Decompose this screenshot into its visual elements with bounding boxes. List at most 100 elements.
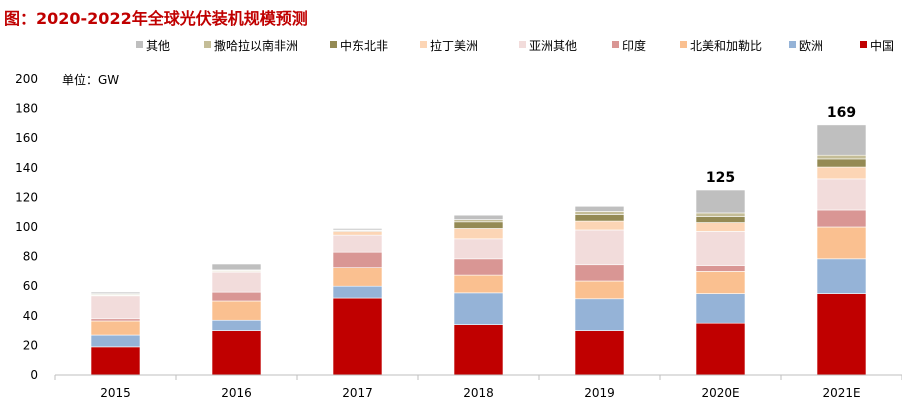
bar-segment: [816, 166, 867, 180]
bar-segment: [816, 178, 867, 211]
bar-segment: [695, 216, 746, 223]
bar-segment: [816, 293, 867, 376]
bar-segment: [211, 330, 262, 376]
bar-segment: [90, 346, 141, 376]
bar-segment: [453, 274, 504, 294]
x-tick-label: 2020E: [701, 386, 739, 400]
bar-segment: [695, 212, 746, 217]
legend-item: 其他: [136, 39, 170, 53]
legend-label: 欧洲: [799, 39, 823, 53]
bar-segment: [211, 291, 262, 302]
y-tick-label: 40: [23, 309, 38, 323]
legend-item: 欧洲: [789, 39, 823, 53]
bar-segment: [695, 271, 746, 294]
unit-label: 单位：GW: [62, 72, 119, 87]
legend-item: 拉丁美洲: [420, 38, 478, 53]
y-tick-label: 60: [23, 279, 38, 293]
bar-segment: [332, 285, 383, 299]
bar-segment: [453, 292, 504, 325]
y-tick-label: 160: [15, 131, 38, 145]
bar-segment: [90, 334, 141, 348]
bar-segment: [695, 293, 746, 324]
legend-item: 北美和加勒比: [680, 39, 762, 53]
legend: 其他 撒哈拉以南非洲 中东北非 拉丁美洲 亚洲其他 印度 北美和加勒比 欧洲 中国: [136, 38, 894, 53]
bar-segment: [332, 267, 383, 287]
bar-segment: [695, 265, 746, 272]
bar-segment: [816, 226, 867, 260]
legend-item: 中东北非: [330, 38, 388, 53]
x-tick-label: 2018: [463, 386, 494, 400]
bar-segment: [695, 189, 746, 214]
bar-segment: [574, 211, 625, 215]
legend-swatch: [204, 41, 211, 48]
bars: 125 169: [90, 105, 867, 376]
bar-segment: [211, 263, 262, 271]
bar-segment: [90, 291, 141, 294]
y-axis: 0 20 40 60 80 100 120 140 160 180 200: [15, 72, 38, 382]
bar-segment: [211, 271, 262, 293]
x-axis: 2015 2016 2017 2018 2019 2020E 2021E: [54, 374, 902, 400]
bar-segment: [574, 298, 625, 331]
x-tick-label: 2017: [342, 386, 373, 400]
bar-segment: [453, 258, 504, 276]
bar-segment: [90, 295, 141, 320]
y-tick-label: 100: [15, 220, 38, 234]
bar-segment: [816, 124, 867, 156]
legend-label: 亚洲其他: [529, 39, 577, 53]
legend-swatch: [680, 41, 687, 48]
legend-label: 其他: [146, 39, 170, 53]
bar-segment: [453, 214, 504, 220]
legend-swatch: [860, 41, 867, 48]
bar-segment: [574, 264, 625, 282]
bar-segment: [816, 154, 867, 160]
bar-segment: [453, 324, 504, 376]
data-label: 125: [706, 170, 735, 186]
legend-item: 撒哈拉以南非洲: [204, 38, 298, 53]
y-tick-label: 120: [15, 190, 38, 204]
bar-segment: [90, 320, 141, 336]
bar-segment: [332, 234, 383, 253]
bar-segment: [574, 229, 625, 266]
legend-swatch: [519, 41, 526, 48]
data-label: 169: [827, 105, 856, 121]
legend-item: 中国: [860, 38, 894, 53]
legend-swatch: [420, 41, 427, 48]
bar-segment: [332, 297, 383, 376]
chart-title: 图：2020-2022年全球光伏装机规模预测: [4, 9, 308, 28]
bar-segment: [574, 280, 625, 300]
bar-segment: [695, 222, 746, 232]
legend-label: 拉丁美洲: [430, 38, 478, 53]
legend-label: 印度: [622, 38, 646, 53]
legend-swatch: [789, 41, 796, 48]
legend-label: 中国: [870, 38, 894, 53]
y-tick-label: 200: [15, 72, 38, 86]
bar-segment: [211, 319, 262, 331]
x-tick-label: 2021E: [822, 386, 860, 400]
bar-segment: [816, 158, 867, 168]
bar-segment: [574, 214, 625, 222]
y-tick-label: 0: [30, 368, 38, 382]
legend-swatch: [612, 41, 619, 48]
bar-segment: [453, 228, 504, 240]
bar-segment: [574, 205, 625, 212]
legend-label: 北美和加勒比: [690, 39, 762, 53]
y-tick-label: 80: [23, 250, 38, 264]
bar-segment: [695, 231, 746, 266]
x-tick-label: 2016: [221, 386, 252, 400]
y-tick-label: 20: [23, 338, 38, 352]
legend-label: 中东北非: [340, 38, 388, 53]
bar-segment: [453, 238, 504, 260]
bar-segment: [332, 228, 383, 231]
bar-segment: [574, 330, 625, 376]
y-tick-label: 140: [15, 161, 38, 175]
bar-segment: [332, 251, 383, 269]
legend-swatch: [330, 41, 337, 48]
legend-label: 撒哈拉以南非洲: [214, 38, 298, 53]
x-tick-label: 2015: [100, 386, 131, 400]
legend-swatch: [136, 41, 143, 48]
legend-item: 亚洲其他: [519, 39, 577, 53]
bar-segment: [453, 219, 504, 223]
legend-item: 印度: [612, 38, 646, 53]
y-tick-label: 180: [15, 102, 38, 116]
